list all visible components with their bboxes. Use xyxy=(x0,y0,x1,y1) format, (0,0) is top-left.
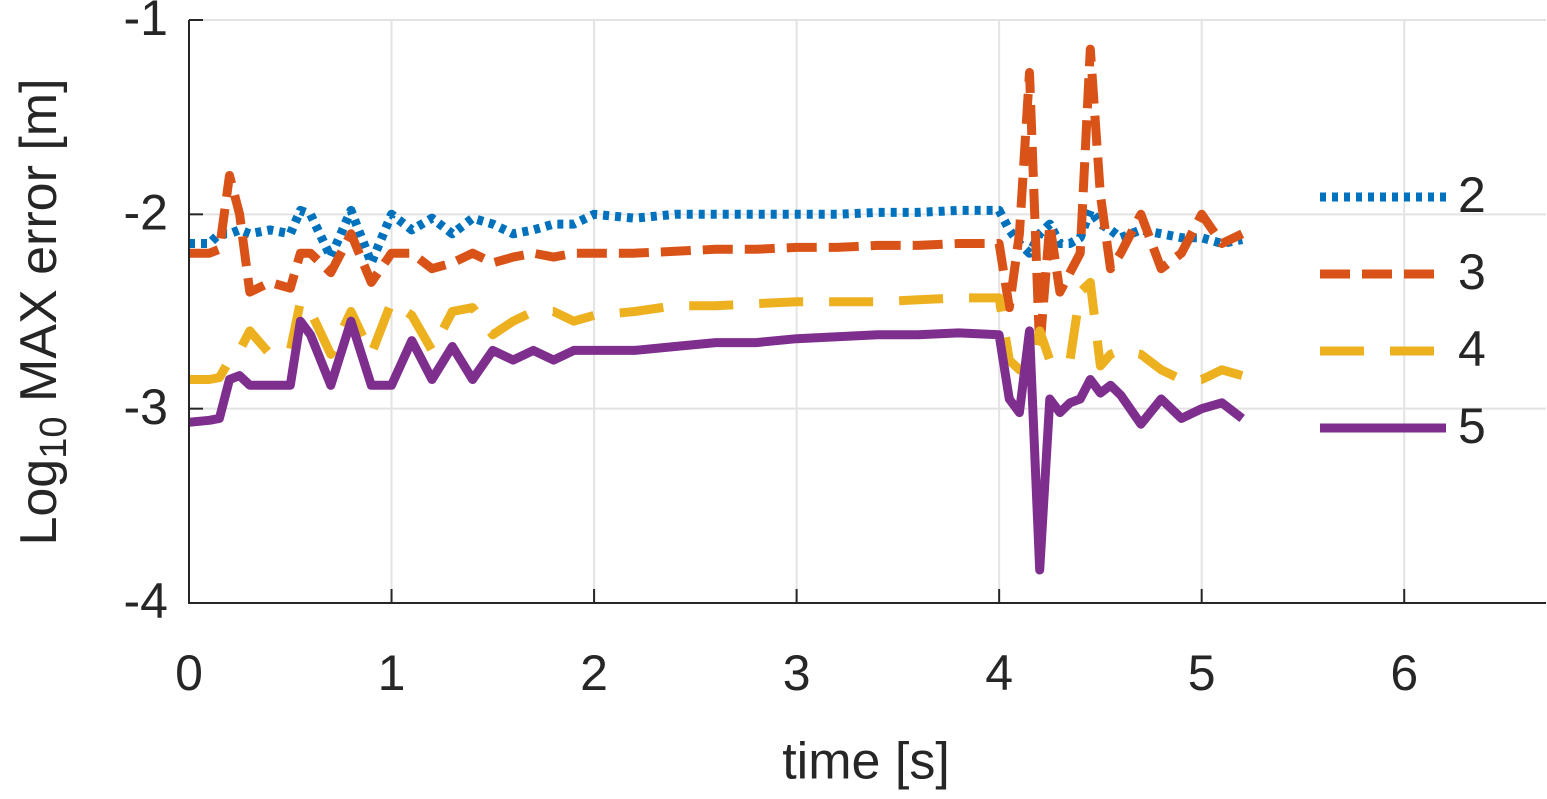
x-tick-label: 2 xyxy=(580,645,608,701)
y-label-sub: 10 xyxy=(33,416,75,458)
y-tick-label: -2 xyxy=(124,185,168,241)
x-tick-label: 3 xyxy=(783,645,811,701)
legend-label: 3 xyxy=(1458,244,1486,300)
x-tick-label: 6 xyxy=(1390,645,1418,701)
series-line xyxy=(189,316,1245,575)
y-tick-label: -3 xyxy=(124,379,168,435)
x-axis-label: time [s] xyxy=(782,733,950,791)
axes: 0 1 2 3 4 5 6 -4 -3 -2 -1 xyxy=(124,0,1546,701)
x-tick-label: 1 xyxy=(378,645,406,701)
series-line xyxy=(189,277,1244,384)
legend-label: 2 xyxy=(1458,167,1486,223)
x-tick-label: 5 xyxy=(1188,645,1216,701)
y-axis-label: Log10 MAX error [m] xyxy=(10,78,75,545)
y-label-base: Log xyxy=(10,459,68,546)
y-tick-label: -1 xyxy=(124,0,168,46)
series-line xyxy=(189,44,1245,355)
legend-label: 4 xyxy=(1458,321,1486,377)
legend-label: 5 xyxy=(1458,398,1486,454)
y-label-rest: MAX error [m] xyxy=(10,78,68,416)
x-tick-label: 4 xyxy=(985,645,1013,701)
series-line xyxy=(189,205,1244,268)
x-tick-label: 0 xyxy=(175,645,203,701)
y-tick-label: -4 xyxy=(124,573,168,629)
plot-area xyxy=(189,44,1245,575)
